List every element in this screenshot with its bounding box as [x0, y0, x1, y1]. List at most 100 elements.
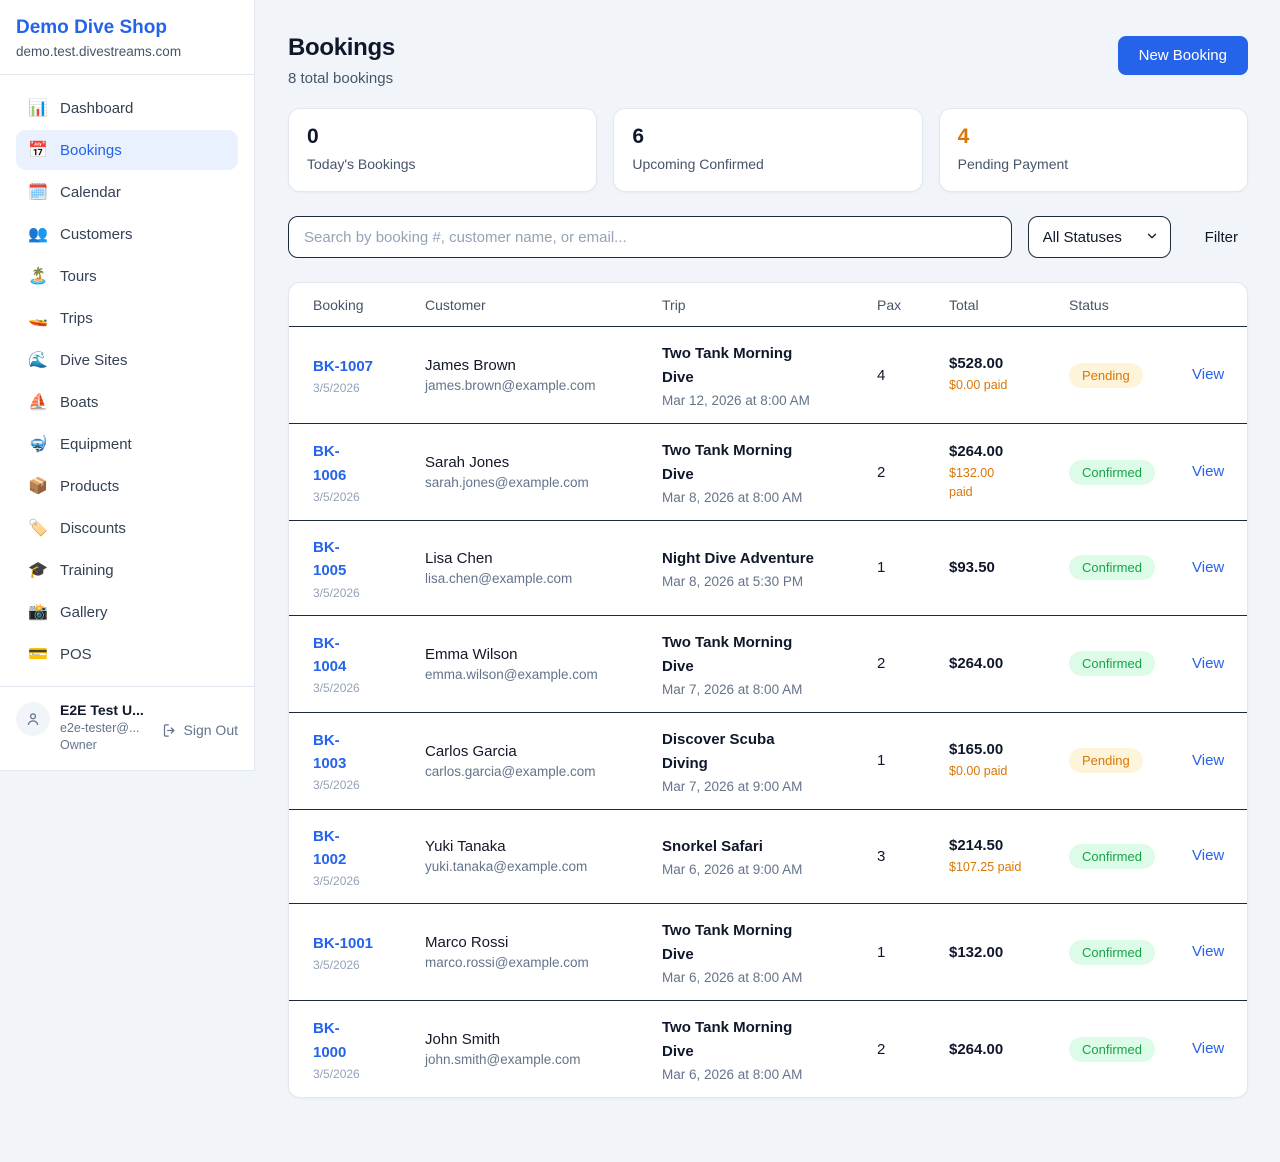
sidebar-item-boats[interactable]: ⛵ Boats	[16, 382, 238, 422]
total-amount: $264.00	[949, 1040, 1004, 1058]
status-cell: Confirmed	[1069, 423, 1192, 521]
sidebar-item-bookings[interactable]: 📅 Bookings	[16, 130, 238, 170]
user-block: E2E Test U... e2e-tester@... Owner Sign …	[0, 686, 254, 770]
view-link[interactable]: View	[1192, 751, 1225, 769]
sidebar-item-tours[interactable]: 🏝️ Tours	[16, 256, 238, 296]
credit-card-icon: 💳	[28, 646, 48, 663]
sailboat-icon: ⛵	[28, 394, 48, 411]
customer-cell: Sarah Jones sarah.jones@example.com	[425, 423, 662, 521]
pax-count: 4	[877, 366, 886, 384]
sidebar: Demo Dive Shop demo.test.divestreams.com…	[0, 0, 255, 771]
status-select-wrap: All Statuses	[1027, 216, 1171, 258]
total-amount: $214.50	[949, 836, 1004, 854]
table-row: BK- 1005 3/5/2026 Lisa Chen lisa.chen@examp…	[289, 520, 1247, 616]
sidebar-item-label: POS	[60, 645, 92, 663]
column-header-trip: Trip	[662, 283, 877, 327]
status-select[interactable]: All Statuses	[1027, 216, 1171, 258]
view-link[interactable]: View	[1192, 943, 1225, 960]
column-header-status: Status	[1069, 283, 1192, 327]
view-link[interactable]: View	[1192, 366, 1225, 383]
sidebar-item-label: Bookings	[60, 141, 122, 159]
customer-email: john.smith@example.com	[425, 1052, 581, 1067]
view-link[interactable]: View	[1192, 558, 1225, 576]
new-booking-button[interactable]: New Booking	[1117, 36, 1248, 75]
stat-value: 4	[957, 125, 970, 148]
customer-name: Sarah Jones	[425, 454, 510, 471]
actions-cell: View	[1192, 712, 1247, 810]
pax-count: 2	[877, 463, 886, 481]
view-link[interactable]: View	[1192, 654, 1225, 672]
actions-cell: View	[1192, 520, 1247, 616]
view-link[interactable]: View	[1192, 1040, 1225, 1057]
booking-code-link[interactable]: BK-1007	[313, 357, 374, 375]
pax-count: 3	[877, 847, 886, 865]
page-header: Bookings 8 total bookings New Booking	[288, 34, 1248, 87]
trip-name: Two Tank Morning Dive	[662, 1019, 793, 1060]
booking-code-link[interactable]: BK- 1004	[313, 634, 347, 675]
filter-button[interactable]: Filter	[1195, 221, 1248, 254]
people-icon: 👥	[28, 226, 48, 243]
paid-amount: $107.25 paid	[949, 859, 1022, 874]
customer-cell: Yuki Tanaka yuki.tanaka@example.com	[425, 809, 662, 904]
booking-code-link[interactable]: BK- 1000	[313, 1020, 347, 1061]
trip-name: Two Tank Morning Dive	[662, 345, 793, 386]
sidebar-item-products[interactable]: 📦 Products	[16, 466, 238, 506]
customer-cell: John Smith john.smith@example.com	[425, 1001, 662, 1098]
status-cell: Pending	[1069, 712, 1192, 810]
island-icon: 🏝️	[28, 268, 48, 285]
sidebar-item-dashboard[interactable]: 📊 Dashboard	[16, 88, 238, 128]
sidebar-item-label: Gallery	[60, 603, 108, 621]
status-badge: Confirmed	[1069, 651, 1155, 676]
sidebar-item-label: Tours	[60, 267, 97, 285]
booking-date: 3/5/2026	[313, 874, 360, 888]
booking-date: 3/5/2026	[313, 681, 360, 696]
customer-cell: Marco Rossi marco.rossi@example.com	[425, 903, 662, 1001]
sidebar-item-calendar[interactable]: 🗓️ Calendar	[16, 172, 238, 212]
booking-code-link[interactable]: BK- 1002	[313, 827, 347, 868]
sidebar-item-dive-sites[interactable]: 🌊 Dive Sites	[16, 340, 238, 380]
pax-count: 2	[877, 655, 886, 672]
sidebar-item-training[interactable]: 🎓 Training	[16, 550, 238, 590]
status-badge: Pending	[1069, 362, 1143, 388]
trip-name: Discover Scuba Diving	[662, 730, 775, 772]
total-amount: $264.00	[949, 443, 1004, 461]
sidebar-item-customers[interactable]: 👥 Customers	[16, 214, 238, 254]
trip-name: Snorkel Safari	[662, 838, 763, 856]
user-role: Owner	[60, 738, 97, 752]
booking-cell: BK-1007 3/5/2026	[289, 326, 425, 424]
page-subtitle: 8 total bookings	[288, 70, 394, 87]
view-link[interactable]: View	[1192, 463, 1225, 480]
stat-value: 6	[632, 125, 645, 148]
spiral-calendar-icon: 🗓️	[28, 184, 48, 201]
total-cell: $214.50 $107.25 paid	[949, 809, 1069, 904]
booking-date: 3/5/2026	[313, 1066, 360, 1081]
trip-datetime: Mar 8, 2026 at 5:30 PM	[662, 573, 804, 589]
booking-code-link[interactable]: BK- 1006	[313, 443, 347, 484]
stat-value: 0	[307, 125, 319, 148]
stat-label: Pending Payment	[957, 156, 1069, 172]
pax-cell: 2	[877, 423, 949, 521]
stats-row: 0 Today's Bookings 6 Upcoming Confirmed 4 Pen…	[288, 108, 1248, 192]
booking-code-link[interactable]: BK- 1005	[313, 539, 347, 580]
status-cell: Pending	[1069, 326, 1192, 424]
sidebar-item-label: Boats	[60, 393, 99, 411]
view-link[interactable]: View	[1192, 847, 1225, 865]
bar-chart-icon: 📊	[28, 100, 48, 117]
booking-code-link[interactable]: BK-1001	[313, 934, 374, 952]
sidebar-item-equipment[interactable]: 🤿 Equipment	[16, 424, 238, 464]
sidebar-item-gallery[interactable]: 📸 Gallery	[16, 592, 238, 632]
customer-cell: Carlos Garcia carlos.garcia@example.com	[425, 712, 662, 810]
booking-code-link[interactable]: BK- 1003	[313, 731, 347, 772]
sidebar-item-trips[interactable]: 🚤 Trips	[16, 298, 238, 338]
search-input[interactable]	[288, 216, 1012, 258]
status-badge: Confirmed	[1069, 555, 1155, 581]
sidebar-item-label: Dive Sites	[60, 351, 128, 369]
customer-email: carlos.garcia@example.com	[425, 763, 596, 779]
wave-icon: 🌊	[28, 352, 48, 369]
sidebar-item-pos[interactable]: 💳 POS	[16, 634, 238, 674]
table-row: BK- 1000 3/5/2026 John Smith john.smith@exa…	[289, 1001, 1247, 1098]
sidebar-item-discounts[interactable]: 🏷️ Discounts	[16, 508, 238, 548]
sign-out-button[interactable]: Sign Out	[162, 722, 238, 738]
customer-name: Carlos Garcia	[425, 742, 517, 760]
trip-cell: Two Tank Morning Dive Mar 6, 2026 at 8:00…	[662, 903, 877, 1001]
